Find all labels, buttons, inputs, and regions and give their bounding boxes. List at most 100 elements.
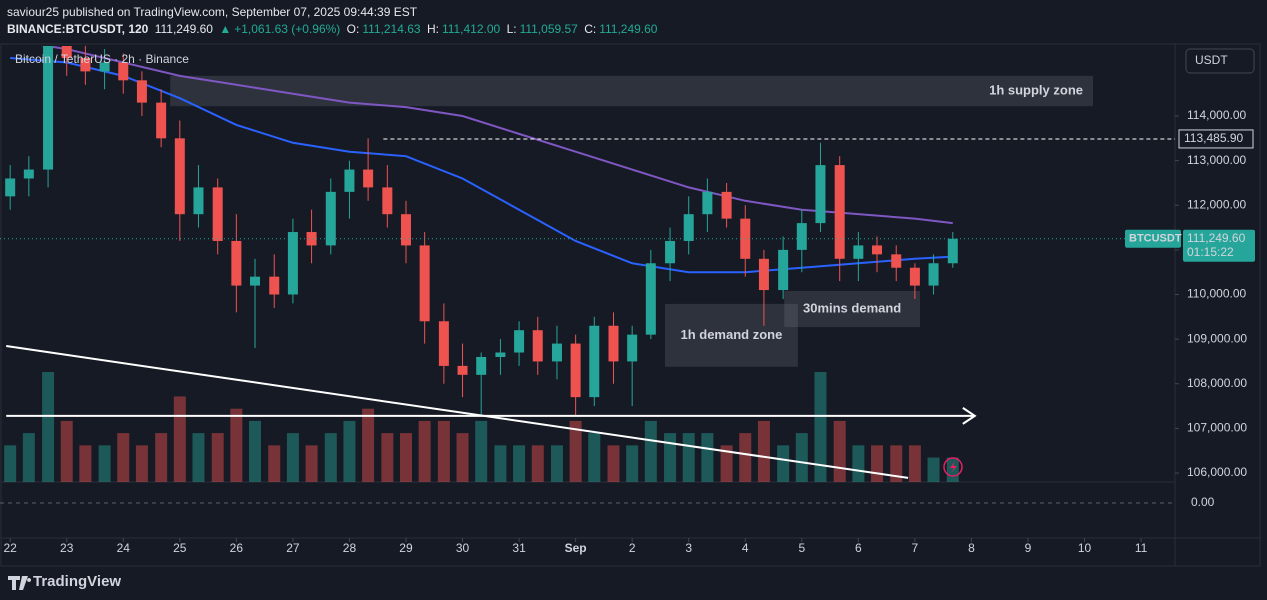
- x-tick-label: 8: [968, 541, 975, 555]
- zone: [664, 303, 798, 367]
- y-tick-label: 106,000.00: [1187, 465, 1247, 479]
- volume-bar: [456, 433, 469, 482]
- candle-body: [156, 102, 167, 139]
- zone-label: 30mins demand: [803, 300, 901, 315]
- level-tag: [1178, 129, 1254, 149]
- x-tick-label: 23: [60, 541, 74, 555]
- volume-bar: [362, 408, 375, 482]
- candle-body: [514, 330, 525, 353]
- y-tick-label: 108,000.00: [1187, 376, 1247, 390]
- candle-body: [344, 169, 355, 192]
- volume-bar: [682, 433, 695, 482]
- x-tick-label: 28: [343, 541, 357, 555]
- candle-body: [853, 245, 864, 259]
- zone-label: 1h supply zone: [989, 82, 1083, 97]
- symbol-tag-label: BTCUSDT: [1129, 233, 1182, 245]
- volume-bar: [739, 433, 752, 482]
- x-tick-label: 9: [1025, 541, 1032, 555]
- price-tag: [1183, 229, 1255, 262]
- candle-body: [928, 263, 939, 286]
- candle-body: [43, 46, 54, 170]
- candle-body: [947, 238, 958, 264]
- osc-tick-label: 0.00: [1191, 495, 1215, 509]
- y-tick-label: 109,000.00: [1187, 331, 1247, 345]
- volume-bar: [607, 445, 620, 482]
- last: 111,249.60: [154, 22, 213, 36]
- candle-body: [99, 62, 110, 72]
- candle-body: [909, 267, 920, 286]
- volume-bar: [60, 420, 73, 482]
- logo-mark: [8, 576, 32, 590]
- y-tick-label: 112,000.00: [1187, 197, 1246, 211]
- currency-label[interactable]: USDT: [1195, 53, 1228, 67]
- volume-bar: [399, 433, 412, 482]
- candle-body: [815, 165, 826, 224]
- alert-icon[interactable]: [943, 457, 963, 477]
- candle-body: [136, 80, 147, 103]
- volume-bar: [305, 445, 318, 482]
- candle-body: [174, 138, 185, 215]
- volume-bar: [173, 396, 186, 482]
- candle-body: [193, 187, 204, 215]
- candle-body: [627, 334, 638, 362]
- y-tick-label: 107,000.00: [1187, 421, 1247, 435]
- volume-bar: [230, 408, 243, 482]
- x-tick-label: 10: [1078, 541, 1092, 555]
- chart-title: Bitcoin / TetherUS · 2h · Binance: [15, 52, 189, 66]
- candle-body: [608, 325, 619, 362]
- candle-body: [645, 263, 656, 335]
- open: 111,214.63: [362, 22, 421, 36]
- moving-average: [10, 57, 953, 274]
- volume-bar: [871, 445, 884, 482]
- volume-bar: [946, 457, 959, 482]
- volume-bar: [42, 372, 55, 482]
- published: saviour25 published on TradingView.com, …: [7, 5, 418, 19]
- candle-body: [23, 169, 34, 179]
- currency-button[interactable]: [1185, 48, 1255, 74]
- zone: [784, 290, 920, 328]
- low: 111,059.57: [519, 22, 578, 36]
- c-label: C:: [584, 22, 597, 36]
- x-tick-label: 26: [230, 541, 244, 555]
- volume-bar: [757, 420, 770, 482]
- logo-text: TradingView: [33, 573, 121, 590]
- x-tick-label: 4: [742, 541, 749, 555]
- volume-bar: [720, 445, 733, 482]
- x-tick-label: 29: [399, 541, 413, 555]
- candle-body: [419, 245, 430, 322]
- moving-average: [40, 46, 953, 225]
- x-tick-label: 22: [3, 541, 17, 555]
- candle-body: [702, 191, 713, 215]
- x-tick-label: 6: [855, 541, 862, 555]
- candle-body: [532, 330, 543, 362]
- volume-bar: [569, 420, 582, 482]
- volume-bar: [381, 433, 394, 482]
- trendline: [6, 345, 909, 479]
- x-tick-label: 5: [798, 541, 805, 555]
- volume-bar: [494, 445, 507, 482]
- h-label: H:: [426, 22, 439, 36]
- volume-bar: [626, 445, 639, 482]
- volume-bar: [192, 433, 205, 482]
- candle-body: [665, 240, 676, 264]
- candle-body: [891, 254, 902, 268]
- volume-bar: [664, 433, 677, 482]
- level-label: 113,485.90: [1184, 131, 1243, 145]
- candle-body: [589, 325, 600, 398]
- y-tick-label: 113,000.00: [1187, 153, 1246, 167]
- x-tick-label: 24: [117, 541, 131, 555]
- volume-bar: [513, 445, 526, 482]
- volume-bar: [852, 445, 865, 482]
- volume-bar: [155, 433, 168, 482]
- x-tick-label: 25: [173, 541, 187, 555]
- x-tick-label: Sep: [565, 541, 587, 555]
- x-tick-label: 30: [456, 541, 470, 555]
- countdown: 01:15:22: [1187, 245, 1234, 259]
- ohlc-line: BINANCE:BTCUSDT, 120 111,249.60 ▲ +1,061.…: [7, 22, 660, 36]
- x-tick-label: 2: [629, 541, 636, 555]
- candle-body: [457, 365, 468, 375]
- candle-body: [400, 214, 411, 246]
- candle-body: [758, 258, 769, 291]
- candle-body: [212, 187, 223, 241]
